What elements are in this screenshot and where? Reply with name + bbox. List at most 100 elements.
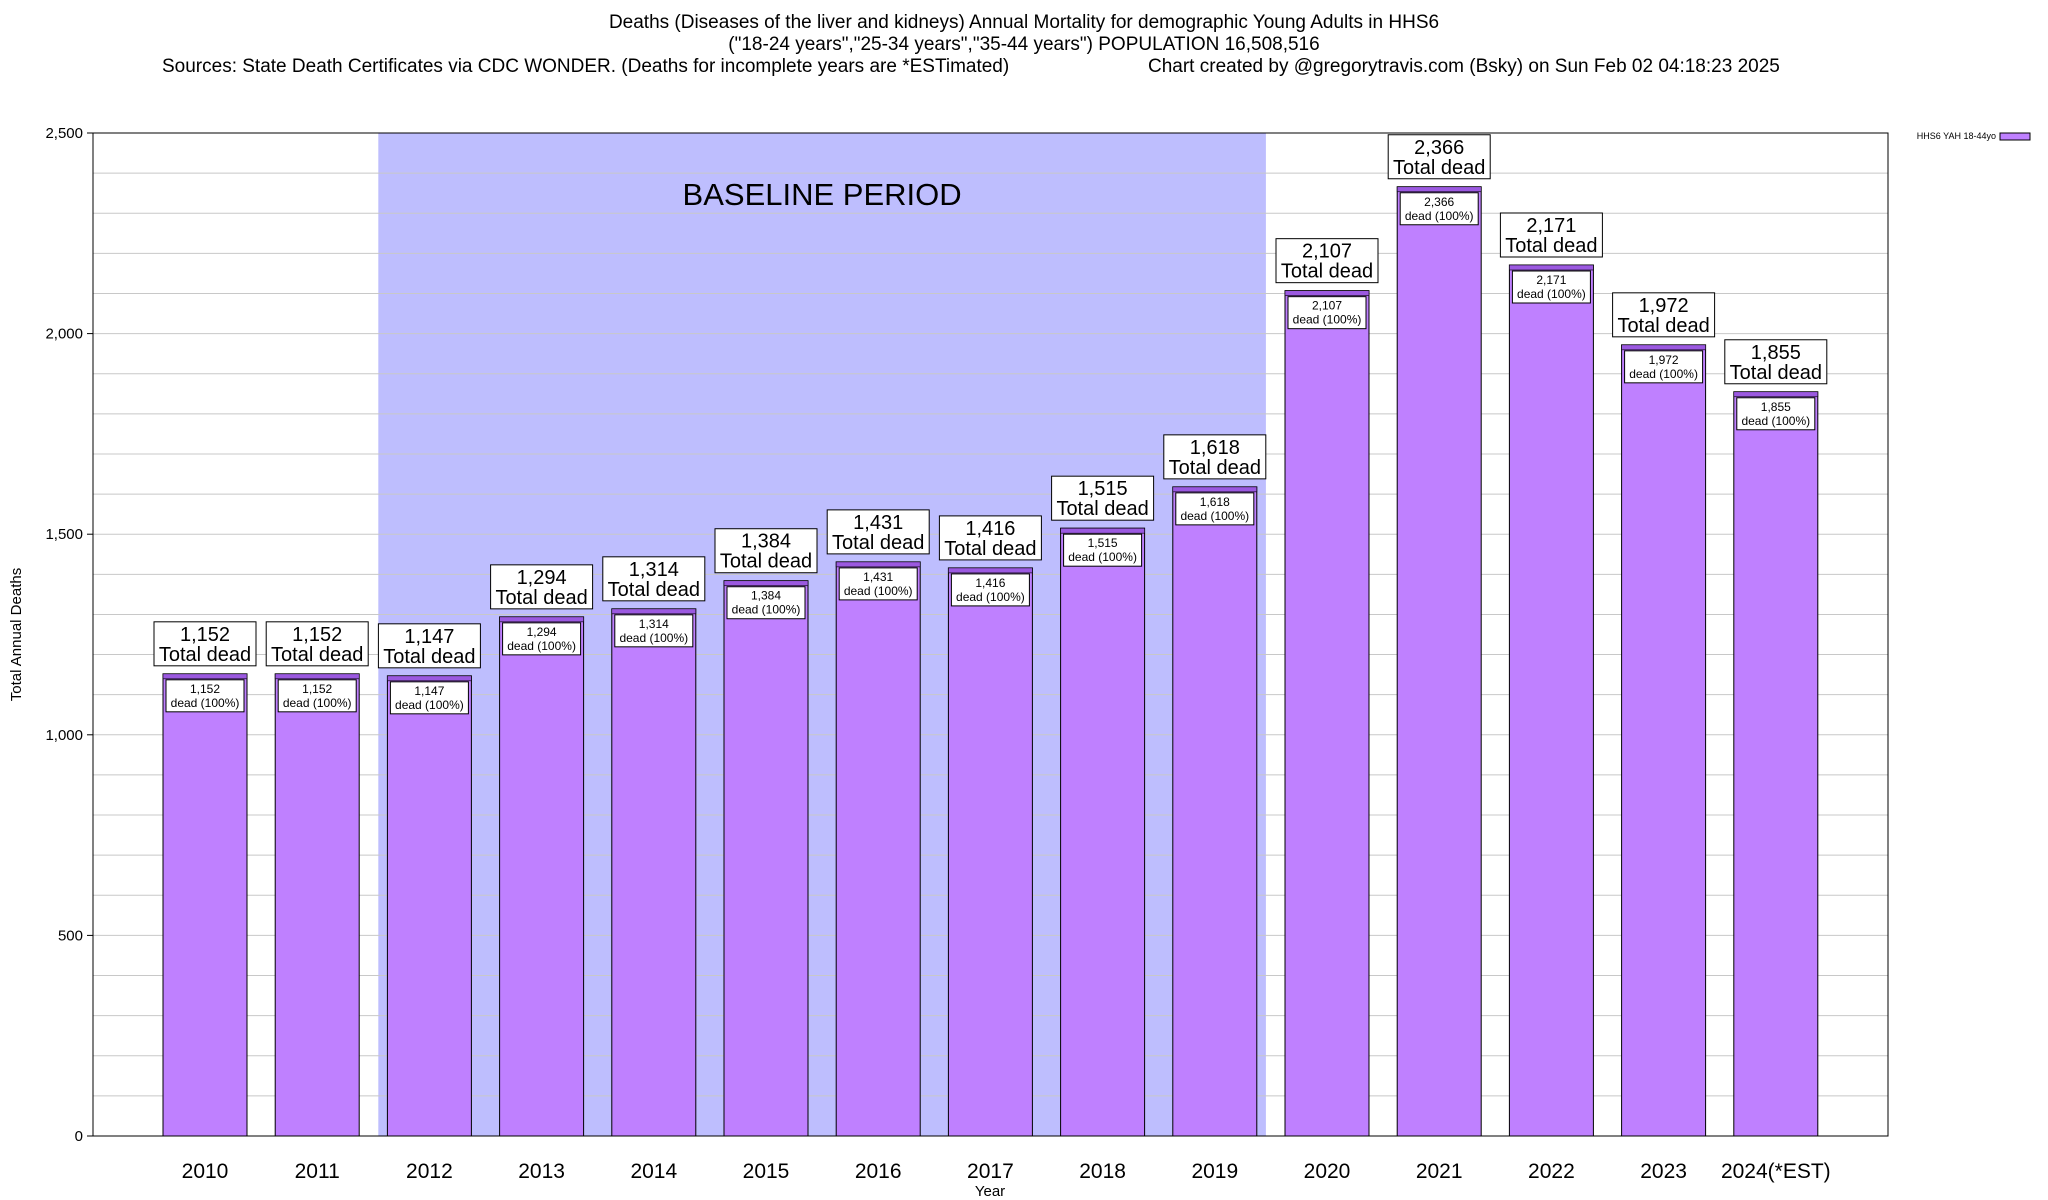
total-label-box [826,509,930,555]
axis-layer: 0 500 1,000 1,500 2,000 2,500 Total Annual Dea… [8,125,1889,1200]
inner-label-value: 1,618 [1200,495,1230,509]
inner-label-box [1736,397,1816,431]
total-label-suffix: Total dead [1730,362,1822,384]
total-label-value: 1,515 [1078,478,1128,500]
y-tick-label: 1,000 [45,727,83,744]
inner-label-pct: dead (100%) [844,584,913,598]
total-label-value: 1,384 [741,531,791,553]
inner-label-pct: dead (100%) [619,631,688,645]
inner-label-pct: dead (100%) [732,603,801,617]
total-label-box [1163,434,1267,480]
bar-top-segment [1733,391,1819,398]
x-tick-label: 2021 [1416,1160,1463,1183]
inner-label-box [389,681,469,715]
inner-label-pct: dead (100%) [1405,209,1474,223]
total-label-value: 1,431 [853,512,903,534]
inner-label-value: 1,855 [1761,400,1791,414]
inner-label-pct: dead (100%) [395,698,464,712]
inner-label-box [614,614,694,648]
inner-label-value: 1,152 [302,682,332,696]
inner-label-box [277,679,357,713]
inner-label-value: 1,294 [527,625,557,639]
total-label-value: 1,294 [517,567,567,589]
inner-label-pct: dead (100%) [1068,550,1137,564]
bar [1172,486,1258,1137]
bar-top-segment [499,616,584,623]
chart-header: Deaths (Diseases of the liver and kidney… [0,12,2048,78]
inner-label-box [726,586,806,620]
bar [1733,391,1819,1137]
bar-top-segment [1060,527,1145,534]
total-label-suffix: Total dead [832,532,924,554]
bar [1060,527,1146,1137]
total-label-suffix: Total dead [383,646,475,668]
total-label-value: 2,107 [1302,241,1352,263]
x-tick-label: 2020 [1304,1160,1351,1183]
total-label-suffix: Total dead [1169,457,1261,479]
total-label-value: 2,171 [1526,215,1576,237]
x-tick-label: 2019 [1191,1160,1238,1183]
inner-label-value: 1,515 [1088,536,1118,550]
bar-top-segment [162,673,248,680]
inner-label-value: 2,171 [1536,273,1566,287]
total-label-value: 2,366 [1414,137,1464,159]
y-tick-label: 2,000 [45,326,83,343]
inner-label-value: 1,314 [639,617,669,631]
total-label-suffix: Total dead [944,538,1036,560]
bar [835,561,921,1137]
x-tick-label: 2011 [295,1160,340,1183]
total-label-box [265,621,369,667]
total-label-value: 1,618 [1190,437,1240,459]
x-tick-label: 2018 [1079,1160,1126,1183]
bar [1621,344,1707,1137]
bar [1284,290,1370,1137]
x-tick-label: 2022 [1528,1160,1575,1183]
inner-label-value: 1,152 [190,682,220,696]
inner-label-pct: dead (100%) [283,696,352,710]
bar-top-segment [1621,344,1706,351]
y-tick-label: 0 [75,1128,83,1145]
total-label-suffix: Total dead [1393,157,1485,179]
inner-label-pct: dead (100%) [171,696,240,710]
total-label-value: 1,152 [292,624,342,646]
inner-label-pct: dead (100%) [507,639,576,653]
inner-label-box [950,573,1030,607]
bar-top-segment [723,580,809,587]
bar-top-segment [274,673,360,680]
total-label-value: 1,147 [404,626,454,648]
inner-label-value: 1,416 [975,576,1005,590]
total-label-box [938,515,1042,561]
total-label-box [490,564,594,610]
inner-label-value: 1,384 [751,589,781,603]
total-label-suffix: Total dead [495,587,587,609]
bar [162,673,248,1137]
inner-label-box [1511,270,1591,304]
total-label-suffix: Total dead [1505,235,1597,257]
x-tick-label: 2017 [967,1160,1014,1183]
inner-label-pct: dead (100%) [1293,313,1362,327]
x-tick-label: 2015 [743,1160,790,1183]
total-label-suffix: Total dead [608,579,700,601]
total-label-suffix: Total dead [159,644,251,666]
total-label-box [1499,212,1603,258]
inner-label-box [165,679,245,713]
inner-label-value: 1,431 [863,570,893,584]
total-label-box [1051,475,1155,521]
inner-label-box [1063,533,1143,567]
inner-label-pct: dead (100%) [1741,414,1810,428]
bar [386,675,472,1137]
y-axis-title: Total Annual Deaths [8,568,25,701]
total-label-value: 1,972 [1639,295,1689,317]
total-label-value: 1,314 [629,559,679,581]
inner-label-pct: dead (100%) [1517,287,1586,301]
bar [1508,264,1594,1137]
total-label-value: 1,855 [1751,342,1801,364]
inner-label-pct: dead (100%) [956,590,1025,604]
chart-sources: Sources: State Death Certificates via CD… [162,56,1010,77]
inner-label-pct: dead (100%) [1180,509,1249,523]
chart-subtitle: ("18-24 years","25-34 years","35-44 year… [728,34,1320,55]
y-tick-label: 2,500 [45,125,83,142]
bar [611,608,697,1137]
inner-label-box [1287,296,1367,330]
